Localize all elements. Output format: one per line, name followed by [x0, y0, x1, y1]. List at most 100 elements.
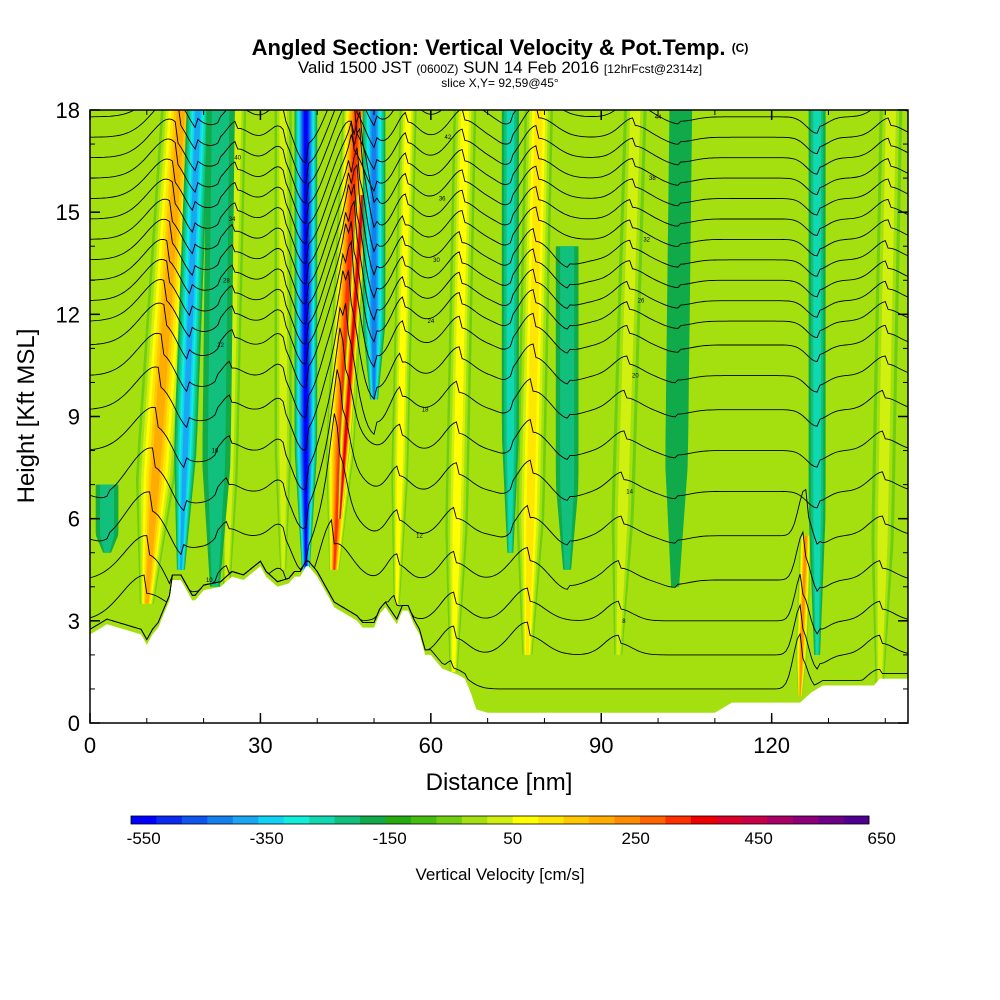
plot-area: 468101214161820222426283032343638404244 — [90, 110, 908, 723]
theta-contour-8 — [90, 560, 908, 635]
colorbar-swatch-7 — [309, 816, 335, 824]
colorbar-label-2: -150 — [373, 829, 407, 848]
theta-contour-label-36: 36 — [439, 197, 446, 203]
x-tick-label-120: 120 — [753, 733, 790, 758]
x-axis: 0 30 60 90 120 — [84, 110, 886, 758]
colorbar-swatch-6 — [283, 816, 310, 824]
downdraft-band-7-level-3 — [813, 110, 821, 655]
downdraft-band-1 — [294, 110, 318, 570]
theta-contour-label-40: 40 — [234, 156, 241, 162]
updraft-band-6 — [445, 110, 477, 672]
valid-prefix: Valid 1500 JST — [297, 58, 412, 77]
downdraft-band-8-level-2 — [100, 484, 114, 553]
downdraft-band-6 — [665, 110, 693, 587]
theta-contour-label-10: 10 — [206, 578, 213, 584]
updraft-band-10 — [871, 110, 903, 689]
updraft-band-7 — [516, 110, 553, 655]
theta-contour-12 — [90, 413, 908, 571]
theta-contour-30 — [90, 163, 908, 305]
colorbar-swatch-5 — [258, 816, 284, 824]
theta-contour-22 — [90, 240, 908, 388]
updraft-band-2-level-12 — [339, 195, 364, 519]
y-tick-label-3: 3 — [68, 609, 80, 634]
y-tick-label-15: 15 — [56, 200, 80, 225]
x-tick-label-30: 30 — [248, 733, 272, 758]
theta-contour-label-42: 42 — [445, 135, 452, 141]
colorbar-swatch-20 — [639, 816, 666, 824]
theta-contour-label-30: 30 — [433, 258, 440, 264]
y-tick-label-12: 12 — [56, 302, 80, 327]
potential-temperature-contours: 468101214161820222426283032343638404244 — [90, 110, 908, 693]
theta-contour-32 — [90, 147, 908, 285]
colorbar-label-0: -550 — [127, 829, 161, 848]
updraft-band-4 — [274, 110, 292, 570]
theta-contour-label-16: 16 — [212, 449, 219, 455]
colorbar-swatch-1 — [156, 816, 183, 824]
colorbar-swatch-26 — [792, 816, 819, 824]
theta-contour-20 — [90, 270, 908, 418]
colorbar-swatch-14 — [487, 816, 514, 824]
theta-contour-16 — [90, 327, 908, 490]
colorbar-label-4: 250 — [622, 829, 650, 848]
colorbar-swatch-9 — [360, 816, 386, 824]
theta-contour-label-44: 44 — [655, 115, 662, 121]
theta-contour-label-12: 12 — [416, 534, 423, 540]
colorbar-swatch-10 — [385, 816, 412, 824]
colorbar-swatch-11 — [410, 816, 437, 824]
valid-date: SUN 14 Feb 2016 — [463, 58, 600, 77]
theta-contour-28 — [90, 184, 908, 325]
colorbar-label-3: 50 — [503, 829, 522, 848]
y-axis-title: Height [Kft MSL] — [13, 329, 40, 504]
updraft-band-7-level-5 — [526, 110, 543, 655]
colorbar-swatch-4 — [232, 816, 259, 824]
colorbar-swatch-3 — [207, 816, 234, 824]
theta-contour-38 — [90, 120, 908, 225]
colorbar-frame — [130, 815, 870, 825]
downdraft-band-3-level-2 — [207, 110, 230, 587]
downdraft-band-7 — [808, 110, 826, 655]
theta-contour-label-20: 20 — [632, 374, 639, 380]
updraft-band-4-level-3 — [279, 110, 287, 570]
theta-contour-26 — [90, 199, 908, 345]
updraft-band-9-level-8 — [799, 535, 807, 696]
colorbar-label-6: 650 — [868, 829, 896, 848]
colorbar-label-5: 450 — [745, 829, 773, 848]
theta-contour-34 — [90, 127, 908, 265]
downdraft-band-0-level-6 — [179, 110, 201, 570]
theta-contour-label-24: 24 — [427, 319, 434, 325]
colorbar-swatch-27 — [818, 816, 844, 824]
colorbar-swatch-0 — [131, 816, 157, 824]
theta-contour-18 — [90, 303, 908, 451]
title-units-tag: (C) — [731, 41, 749, 55]
colorbar-swatch-12 — [436, 816, 463, 824]
y-tick-label-9: 9 — [68, 405, 80, 430]
updraft-band-10-level-3 — [877, 110, 896, 689]
theta-contour-label-14: 14 — [626, 489, 633, 495]
y-tick-label-18: 18 — [56, 98, 80, 123]
updraft-band-6-level-4 — [452, 110, 469, 672]
colorbar-title: Vertical Velocity [cm/s] — [415, 865, 584, 884]
title-block: Angled Section: Vertical Velocity & Pot.… — [0, 35, 1000, 90]
colorbar-swatch-23 — [716, 816, 743, 824]
x-tick-label-60: 60 — [419, 733, 443, 758]
terrain-mask — [90, 566, 908, 723]
downdraft-band-5 — [555, 246, 579, 570]
theta-contour-42 — [90, 110, 908, 184]
downdraft-band-0 — [174, 110, 210, 570]
colorbar-swatch-15 — [512, 816, 539, 824]
theta-contour-label-8: 8 — [622, 619, 626, 625]
colorbar-label-1: -350 — [250, 829, 284, 848]
colorbar-swatch-8 — [334, 816, 361, 824]
theta-contour-label-34: 34 — [229, 217, 236, 223]
colorbar-swatch-21 — [665, 816, 692, 824]
valid-time-line: Valid 1500 JST (0600Z) SUN 14 Feb 2016 [… — [0, 58, 1000, 77]
colorbar-swatch-25 — [767, 816, 793, 824]
downdraft-band-4-level-3 — [506, 110, 515, 553]
theta-contour-label-28: 28 — [223, 278, 230, 284]
downdraft-band-2-level-7 — [371, 110, 377, 400]
slice-info: slice X,Y= 92,59@45° — [441, 76, 559, 90]
chart-title-text: Angled Section: Vertical Velocity & Pot.… — [251, 35, 726, 60]
colorbar-swatch-24 — [741, 816, 768, 824]
colorbar-swatch-16 — [538, 816, 564, 824]
